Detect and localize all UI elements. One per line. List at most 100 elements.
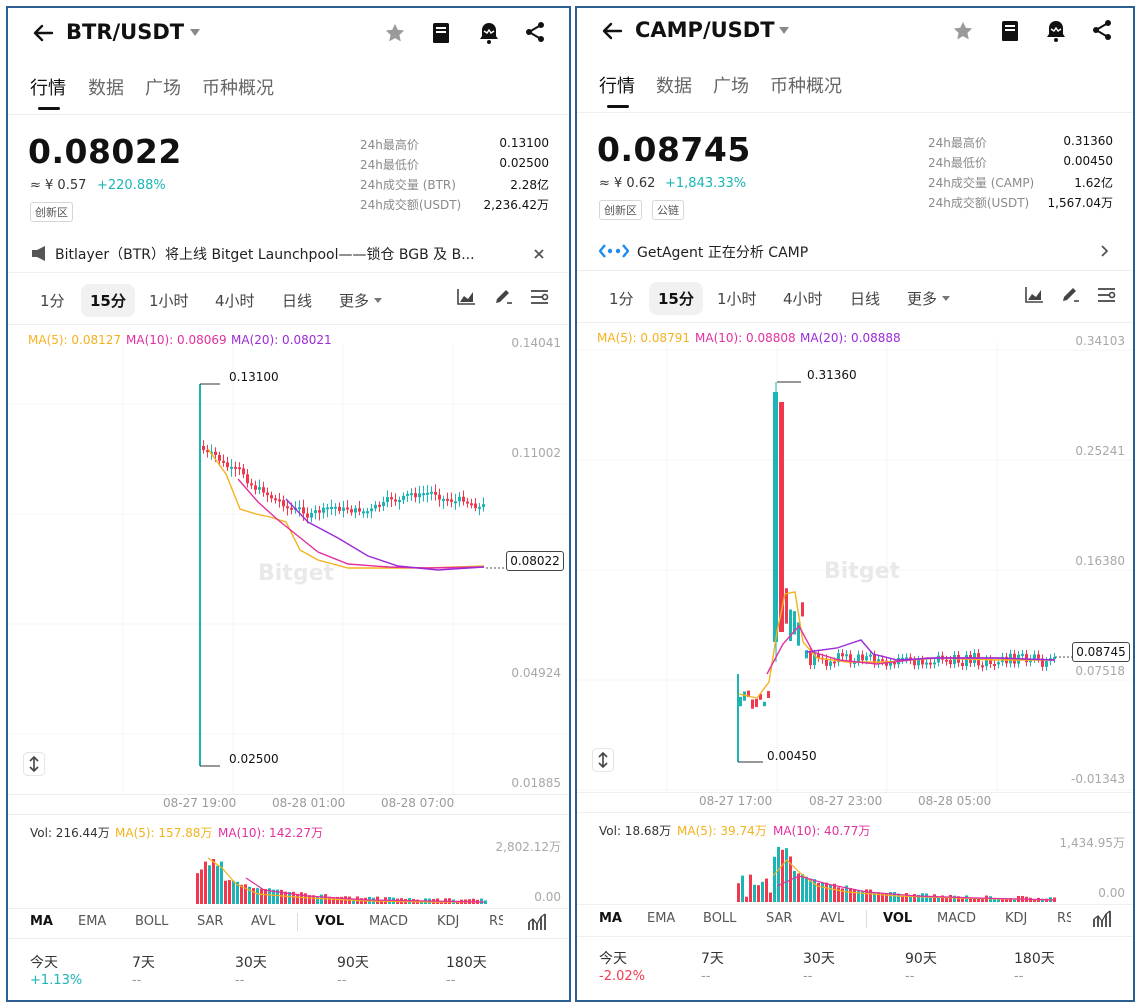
candlestick-chart[interactable] bbox=[8, 324, 571, 794]
timeframe-1d[interactable]: 日线 bbox=[850, 290, 881, 308]
timeframe-more[interactable]: 更多 bbox=[907, 290, 938, 308]
indicator-kdj[interactable]: KDJ bbox=[437, 914, 460, 929]
candle-body bbox=[901, 657, 904, 660]
volume-bar bbox=[1033, 899, 1036, 902]
back-arrow-icon[interactable] bbox=[32, 22, 54, 44]
star-icon[interactable] bbox=[952, 20, 974, 42]
indicator-avl[interactable]: AVL bbox=[820, 911, 845, 926]
settings-icon[interactable] bbox=[530, 289, 549, 305]
indicator-boll[interactable]: BOLL bbox=[135, 914, 169, 929]
indicator-vol[interactable]: VOL bbox=[315, 914, 345, 929]
indicator-ma[interactable]: MA bbox=[30, 914, 53, 929]
book-icon[interactable] bbox=[430, 21, 452, 45]
indicator-macd[interactable]: MACD bbox=[937, 911, 976, 926]
tab-overview[interactable]: 币种概况 bbox=[770, 76, 842, 97]
timeframe-1h[interactable]: 1小时 bbox=[149, 292, 189, 310]
chevron-right-icon[interactable] bbox=[1101, 245, 1109, 257]
share-icon[interactable] bbox=[1091, 19, 1113, 41]
indicator-ema[interactable]: EMA bbox=[78, 914, 107, 929]
y-axis-label: 0.14041 bbox=[511, 336, 561, 350]
timeframe-1d[interactable]: 日线 bbox=[282, 292, 313, 310]
settings-icon[interactable] bbox=[1097, 287, 1116, 303]
notice-text[interactable]: Bitlayer（BTR）将上线 Bitget Launchpool——锁仓 B… bbox=[55, 247, 475, 263]
bell-icon[interactable] bbox=[478, 21, 500, 45]
ma20-legend: MA(20): 0.08888 bbox=[800, 331, 901, 345]
candle-body bbox=[238, 467, 241, 470]
volume-bar bbox=[901, 895, 904, 902]
bell-icon[interactable] bbox=[1045, 19, 1067, 43]
volume-bar bbox=[264, 889, 267, 904]
candle-body bbox=[202, 446, 205, 451]
timeframe-15m[interactable]: 15分 bbox=[81, 284, 135, 317]
close-icon[interactable] bbox=[534, 249, 544, 259]
candle-body bbox=[961, 662, 964, 667]
tab-data[interactable]: 数据 bbox=[88, 78, 124, 99]
chart-type-icon[interactable] bbox=[1025, 287, 1043, 303]
vol-legend: Vol: 216.44万 bbox=[30, 826, 110, 840]
indicator-sar[interactable]: SAR bbox=[766, 911, 793, 926]
draw-icon[interactable] bbox=[494, 288, 514, 306]
indicator-macd[interactable]: MACD bbox=[369, 914, 408, 929]
y-axis-label: 0.34103 bbox=[1075, 334, 1125, 348]
caret-down-icon[interactable] bbox=[374, 298, 382, 303]
tab-data[interactable]: 数据 bbox=[656, 76, 692, 97]
star-icon[interactable] bbox=[384, 22, 406, 44]
timeframe-1m[interactable]: 1分 bbox=[40, 292, 65, 310]
tab-market[interactable]: 行情 bbox=[599, 76, 635, 97]
volume-bar bbox=[741, 875, 744, 902]
indicator-rsi[interactable]: RS bbox=[489, 914, 503, 929]
timeframe-4h[interactable]: 4小时 bbox=[215, 292, 255, 310]
caret-down-icon[interactable] bbox=[190, 29, 200, 36]
candle-body bbox=[985, 659, 988, 667]
resize-icon[interactable] bbox=[592, 748, 614, 772]
volume-bar bbox=[869, 889, 872, 902]
chart-type-icon[interactable] bbox=[457, 289, 475, 305]
timeframe-more[interactable]: 更多 bbox=[339, 292, 370, 310]
period-7d-label: 7天 bbox=[701, 951, 724, 967]
y-axis-label: -0.01343 bbox=[1071, 772, 1125, 786]
indicator-ma[interactable]: MA bbox=[599, 911, 622, 926]
caret-down-icon[interactable] bbox=[942, 296, 950, 301]
candle-body bbox=[759, 693, 762, 700]
volume-bar bbox=[248, 886, 251, 904]
indicator-settings-icon[interactable] bbox=[528, 913, 548, 931]
period-180d-label: 180天 bbox=[446, 955, 487, 971]
indicator-settings-icon[interactable] bbox=[1093, 910, 1113, 928]
candle-body bbox=[258, 487, 261, 490]
candle-body bbox=[755, 698, 758, 708]
indicator-kdj[interactable]: KDJ bbox=[1005, 911, 1028, 926]
indicator-boll[interactable]: BOLL bbox=[703, 911, 737, 926]
caret-down-icon[interactable] bbox=[779, 27, 789, 34]
indicator-avl[interactable]: AVL bbox=[251, 914, 276, 929]
candle-body bbox=[426, 492, 429, 495]
tab-overview[interactable]: 币种概况 bbox=[202, 78, 274, 99]
tab-market[interactable]: 行情 bbox=[30, 78, 66, 99]
candle-body bbox=[414, 493, 417, 498]
draw-icon[interactable] bbox=[1061, 286, 1081, 304]
notice-text[interactable]: GetAgent 正在分析 CAMP bbox=[637, 245, 809, 261]
timeframe-4h[interactable]: 4小时 bbox=[783, 290, 823, 308]
timeframe-1h[interactable]: 1小时 bbox=[717, 290, 757, 308]
pair-title[interactable]: BTR/USDT bbox=[66, 20, 185, 44]
period-30d-value: -- bbox=[235, 973, 245, 988]
indicator-vol[interactable]: VOL bbox=[883, 911, 913, 926]
candle-body bbox=[1045, 661, 1048, 667]
share-icon[interactable] bbox=[524, 21, 546, 43]
candlestick-chart[interactable] bbox=[577, 322, 1135, 792]
tab-square[interactable]: 广场 bbox=[145, 78, 181, 99]
pair-title[interactable]: CAMP/USDT bbox=[635, 18, 775, 42]
book-icon[interactable] bbox=[999, 19, 1021, 43]
period-90d-label: 90天 bbox=[905, 951, 937, 967]
timeframe-15m[interactable]: 15分 bbox=[649, 282, 703, 315]
stat-high-value: 0.31360 bbox=[1063, 134, 1113, 148]
indicator-ema[interactable]: EMA bbox=[647, 911, 676, 926]
indicator-sar[interactable]: SAR bbox=[197, 914, 224, 929]
tab-square[interactable]: 广场 bbox=[713, 76, 749, 97]
candle-body bbox=[250, 483, 253, 486]
volume-bar bbox=[981, 898, 984, 902]
resize-icon[interactable] bbox=[23, 752, 45, 776]
volume-bar bbox=[761, 881, 764, 902]
indicator-rsi[interactable]: RS bbox=[1057, 911, 1071, 926]
timeframe-1m[interactable]: 1分 bbox=[609, 290, 634, 308]
back-arrow-icon[interactable] bbox=[601, 20, 623, 42]
